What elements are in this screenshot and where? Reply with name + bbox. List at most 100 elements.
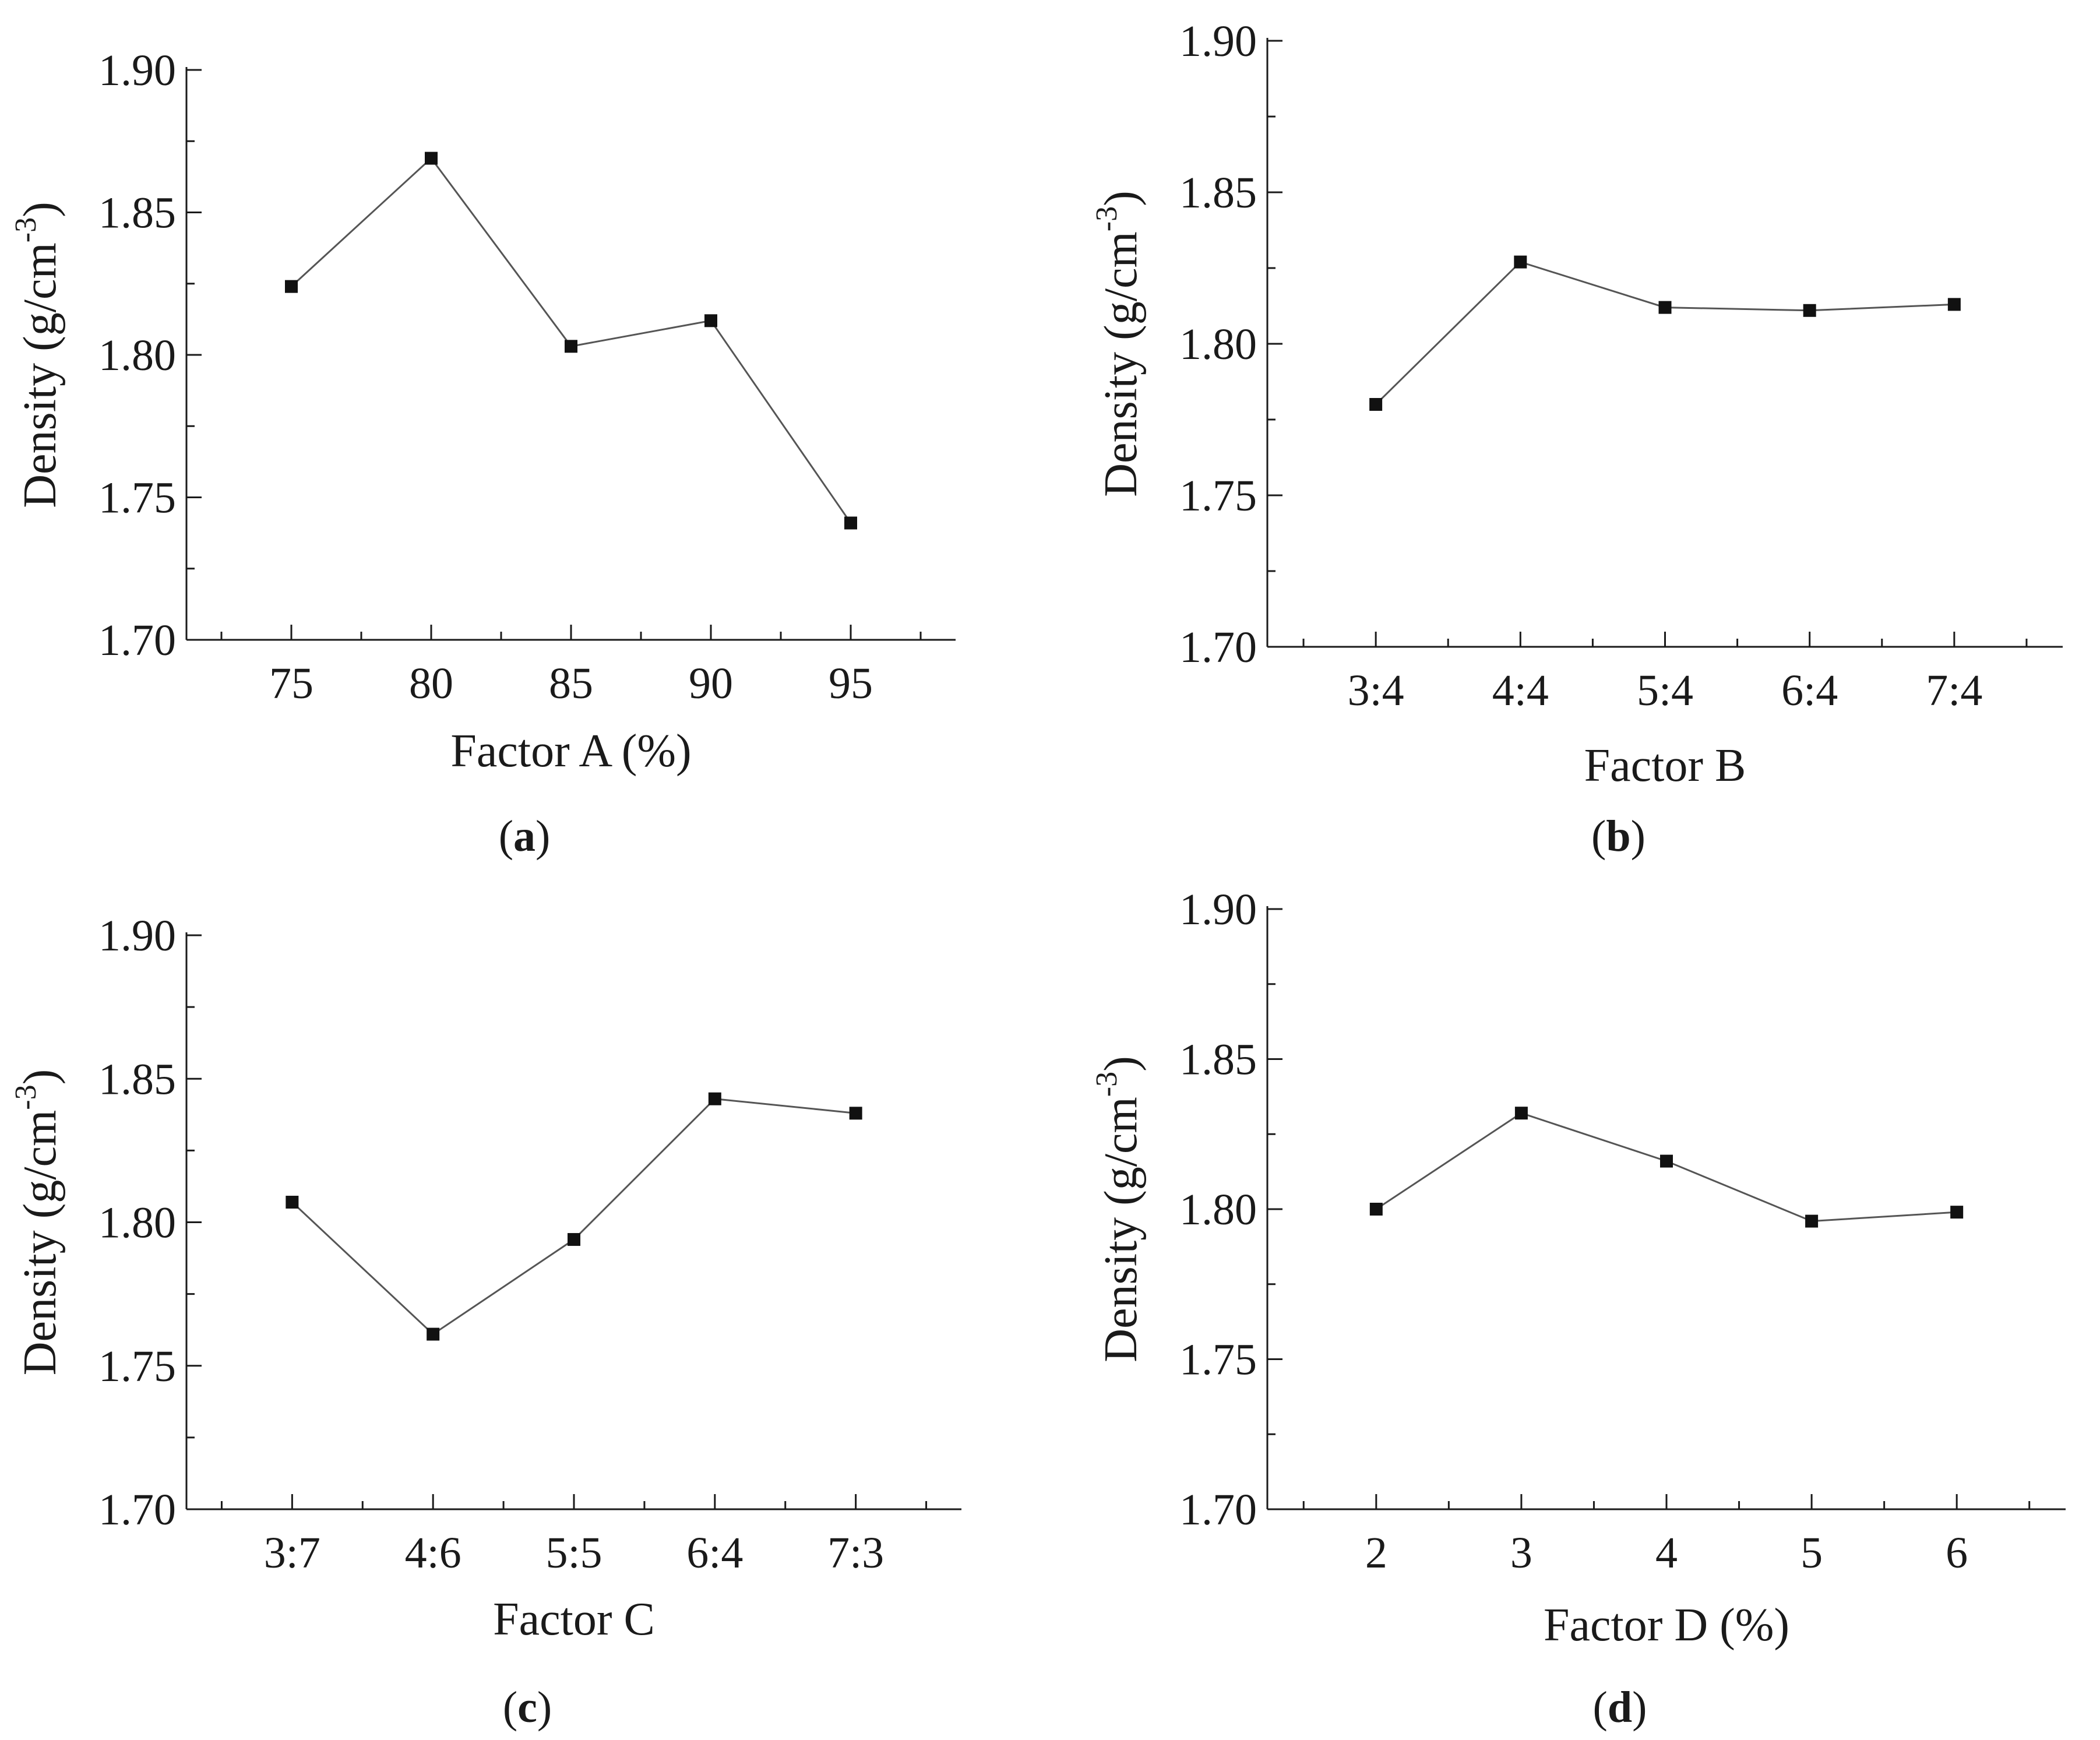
x-tick-label: 2 <box>1365 1528 1387 1577</box>
caption-letter: c <box>517 1683 537 1732</box>
chart-panel-a: 1.70 1.75 1.80 1.85 1.90 75 80 85 90 95 Factor A (… <box>9 46 956 861</box>
x-tick-label: 3:4 <box>1348 666 1404 715</box>
x-axis-title: Factor B <box>1584 740 1746 791</box>
y-axis-title: Density (g/cm-3) <box>1090 1056 1147 1362</box>
data-point-marker <box>425 152 438 165</box>
y-tick-label: 1.85 <box>1179 168 1257 217</box>
x-tick-label: 80 <box>409 659 453 708</box>
caption-open-paren: ( <box>503 1683 517 1732</box>
data-point-marker <box>1658 301 1672 314</box>
chart-panel-d: 1.70 1.75 1.80 1.85 1.90 2 3 4 5 6 Factor D (%) Den… <box>1090 885 2066 1732</box>
y-tick-label: 1.70 <box>98 616 176 665</box>
series-line <box>1375 260 1954 406</box>
data-point-marker <box>1803 304 1816 317</box>
y-tick-label: 1.80 <box>1179 320 1257 369</box>
x-tick-label: 7:3 <box>827 1528 884 1577</box>
x-tick-label: 85 <box>549 659 593 708</box>
y-axis-title-main: Density (g/cm <box>1095 231 1147 496</box>
data-point-marker <box>1369 1203 1383 1216</box>
x-axis-title: Factor D (%) <box>1544 1600 1789 1651</box>
data-point-marker <box>1369 398 1383 411</box>
data-point-marker <box>568 1233 580 1246</box>
y-tick-label: 1.75 <box>1179 471 1257 520</box>
data-point-marker <box>1805 1214 1819 1228</box>
caption-open-paren: ( <box>1591 812 1606 861</box>
x-tick-label: 95 <box>829 659 873 708</box>
data-point-marker <box>1947 298 1961 311</box>
chart-panel-c: 1.70 1.75 1.80 1.85 1.90 3:7 4:6 5:5 6:4 7:3 Facto… <box>9 911 961 1732</box>
caption-close-paren: ) <box>1631 812 1646 861</box>
x-axis-title: Factor A (%) <box>450 725 691 777</box>
data-point-marker <box>427 1327 440 1341</box>
x-tick-label: 5:4 <box>1637 666 1693 715</box>
data-point-marker <box>285 280 298 293</box>
data-point-marker <box>849 1107 862 1120</box>
y-axis-title-superscript: -3 <box>9 217 43 242</box>
caption-open-paren: ( <box>499 812 513 861</box>
y-tick-label: 1.85 <box>98 189 176 238</box>
panel-caption: (b) <box>1591 812 1646 861</box>
data-point-marker <box>1950 1206 1964 1219</box>
y-tick-label: 1.90 <box>1179 885 1257 934</box>
y-axis-title-close: ) <box>1095 191 1147 206</box>
caption-letter: d <box>1608 1683 1632 1732</box>
y-axis-title-main: Density (g/cm <box>15 242 66 508</box>
y-tick-label: 1.90 <box>1179 17 1257 66</box>
chart-panel-b: 1.70 1.75 1.80 1.85 1.90 3:4 4:4 5:4 6:4 7:4 Facto… <box>1090 17 2063 861</box>
x-tick-label: 3:7 <box>264 1528 320 1577</box>
y-tick-label: 1.85 <box>1179 1035 1257 1084</box>
y-axis-title-close: ) <box>15 1069 66 1085</box>
y-axis-title: Density (g/cm-3) <box>1090 191 1147 496</box>
x-tick-label: 6 <box>1946 1528 1968 1577</box>
data-point-marker <box>704 314 717 327</box>
data-point-marker <box>708 1092 721 1105</box>
data-point-marker <box>1514 255 1527 269</box>
y-tick-label: 1.80 <box>1179 1185 1257 1234</box>
data-point-marker <box>286 1196 299 1209</box>
x-tick-label: 6:4 <box>1781 666 1838 715</box>
y-tick-label: 1.70 <box>1179 1485 1257 1534</box>
y-tick-label: 1.75 <box>1179 1336 1257 1385</box>
x-tick-label: 4:6 <box>405 1528 461 1577</box>
y-tick-label: 1.70 <box>98 1485 176 1534</box>
panel-caption: (c) <box>503 1683 552 1732</box>
x-axis-title: Factor C <box>493 1594 655 1645</box>
series-line <box>291 1098 856 1336</box>
y-axis-title-main: Density (g/cm <box>15 1110 66 1375</box>
y-tick-label: 1.90 <box>98 911 176 960</box>
y-tick-label: 1.85 <box>98 1055 176 1104</box>
x-tick-label: 4:4 <box>1492 666 1549 715</box>
panel-caption: (d) <box>1593 1683 1647 1732</box>
y-axis-title-close: ) <box>1095 1056 1147 1072</box>
x-tick-label: 6:4 <box>686 1528 743 1577</box>
y-axis-title-main: Density (g/cm <box>1095 1097 1147 1362</box>
y-tick-label: 1.80 <box>98 1199 176 1248</box>
panel-caption: (a) <box>499 812 551 861</box>
y-axis-title-superscript: -3 <box>9 1084 43 1109</box>
data-point-marker <box>844 516 857 530</box>
y-tick-label: 1.75 <box>98 1342 176 1391</box>
x-tick-label: 5 <box>1800 1528 1823 1577</box>
caption-open-paren: ( <box>1593 1683 1608 1732</box>
x-tick-label: 7:4 <box>1926 666 1982 715</box>
y-axis-title-superscript: -3 <box>1090 1072 1123 1097</box>
data-point-marker <box>1660 1154 1673 1168</box>
x-tick-label: 3 <box>1510 1528 1532 1577</box>
y-tick-label: 1.70 <box>1179 623 1257 672</box>
data-point-marker <box>565 340 577 353</box>
y-tick-label: 1.90 <box>98 46 176 95</box>
y-tick-label: 1.80 <box>98 331 176 380</box>
y-axis-title-close: ) <box>15 202 66 217</box>
caption-letter: a <box>513 812 535 861</box>
caption-close-paren: ) <box>1632 1683 1647 1732</box>
y-axis-title: Density (g/cm-3) <box>9 202 66 508</box>
data-point-marker <box>1514 1107 1528 1120</box>
caption-close-paren: ) <box>535 812 550 861</box>
x-tick-label: 75 <box>269 659 313 708</box>
x-tick-label: 5:5 <box>545 1528 602 1577</box>
y-tick-label: 1.75 <box>98 474 176 523</box>
caption-close-paren: ) <box>537 1683 552 1732</box>
x-tick-label: 4 <box>1655 1528 1678 1577</box>
x-tick-label: 90 <box>689 659 733 708</box>
